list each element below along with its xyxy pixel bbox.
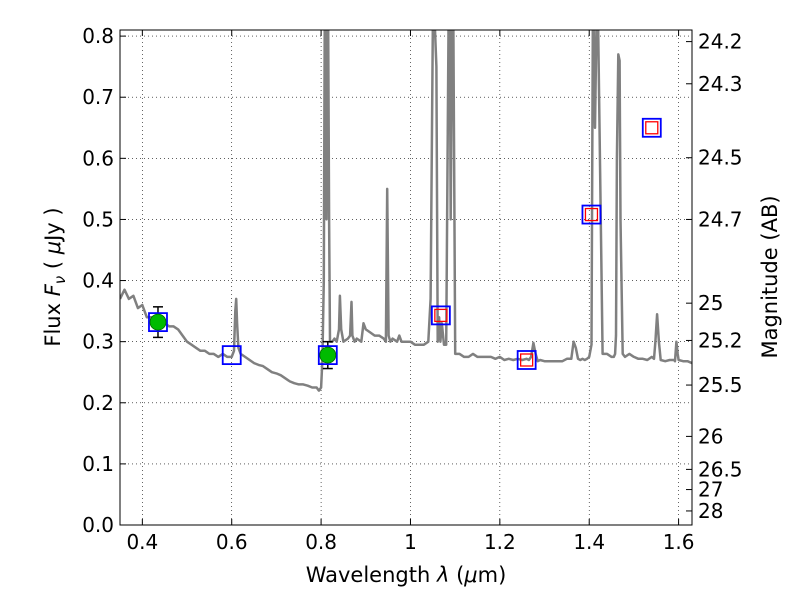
y-tick-label: 0.6 bbox=[82, 146, 114, 170]
x-tick-label: 1.2 bbox=[484, 530, 516, 554]
model-band-square bbox=[516, 350, 537, 370]
y-tick-label: 0.2 bbox=[82, 391, 114, 415]
model-band-square bbox=[317, 345, 338, 366]
y-axis-label: Flux Fν ( μJy ) bbox=[41, 207, 69, 346]
x-tick-label: 0.8 bbox=[305, 530, 337, 554]
right-tick-label: 28 bbox=[698, 499, 723, 523]
y-tick-label: 0.1 bbox=[82, 452, 114, 476]
model-band-square bbox=[221, 345, 242, 366]
x-tick-label: 1 bbox=[404, 530, 417, 554]
model-band-square bbox=[430, 305, 451, 326]
plot-frame bbox=[119, 29, 693, 526]
right-tick-label: 24.5 bbox=[698, 146, 743, 170]
y-axis-right-label: Magnitude (AB) bbox=[758, 195, 782, 358]
x-axis-label: Wavelength λ (μm) bbox=[306, 563, 507, 587]
right-tick-label: 26 bbox=[698, 424, 723, 448]
model-band-square bbox=[641, 117, 662, 138]
photometry-point bbox=[149, 313, 167, 331]
x-tick-label: 0.6 bbox=[216, 530, 248, 554]
upper-limit-square bbox=[645, 121, 659, 135]
y-tick-label: 0.8 bbox=[82, 24, 114, 48]
right-tick-label: 24.2 bbox=[698, 30, 743, 54]
right-tick-label: 24.7 bbox=[698, 207, 743, 231]
upper-limit-square bbox=[434, 308, 448, 323]
plot-background bbox=[120, 30, 692, 525]
series-layer bbox=[120, 30, 692, 392]
right-tick-label: 25 bbox=[698, 291, 723, 315]
model-band-square bbox=[581, 204, 602, 225]
right-tick-label: 27 bbox=[698, 478, 723, 502]
y-tick-label: 0.5 bbox=[82, 207, 114, 231]
right-tick-label: 25.2 bbox=[698, 328, 743, 352]
right-tick-label: 24.3 bbox=[698, 72, 743, 96]
right-tick-label: 26.5 bbox=[698, 457, 743, 481]
upper-limit-square bbox=[584, 207, 599, 222]
photometry-point bbox=[319, 346, 337, 364]
y-tick-label: 0.4 bbox=[82, 269, 114, 293]
y-tick-label: 0.0 bbox=[82, 513, 114, 537]
plot-area bbox=[120, 30, 692, 392]
x-tick-label: 1.4 bbox=[573, 530, 605, 554]
x-tick-label: 0.4 bbox=[126, 530, 158, 554]
upper-limit-square bbox=[520, 353, 534, 367]
ticks: 0.4 0.6 0.8 1 1.2 1.4 1.6 0.0 0.1 0.2 0.3 0.4 0.5 0.6… bbox=[82, 24, 742, 554]
x-tick-label: 1.6 bbox=[663, 530, 695, 554]
model-band-square bbox=[148, 312, 168, 333]
y-tick-label: 0.7 bbox=[82, 85, 114, 109]
right-tick-label: 25.5 bbox=[698, 373, 743, 397]
y-tick-label: 0.3 bbox=[82, 330, 114, 354]
